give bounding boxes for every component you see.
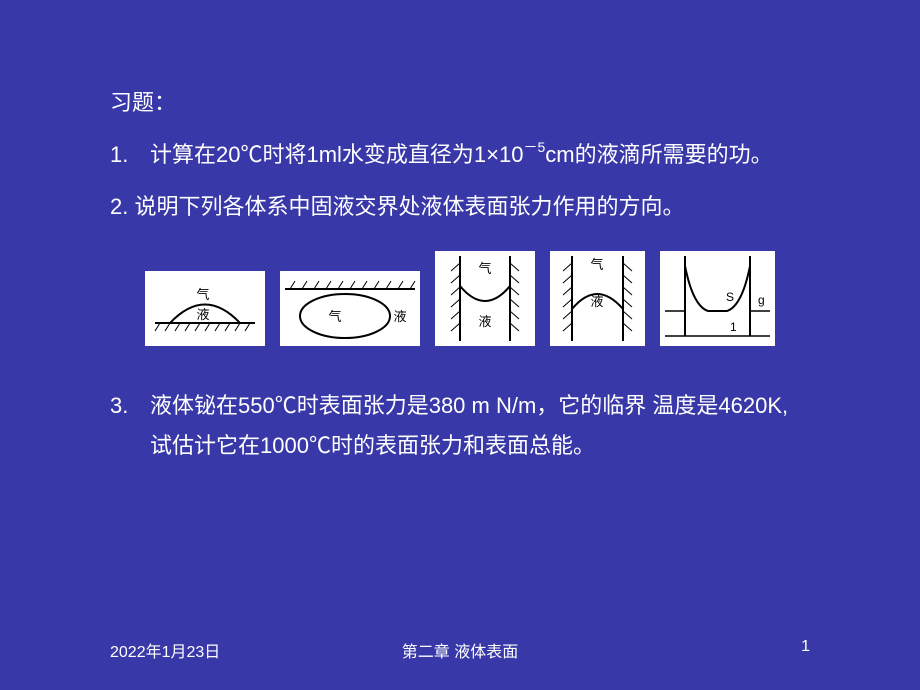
q1-text: 计算在20℃时将1ml水变成直径为1×10－5cm的液滴所需要的功。 [150,135,810,175]
diagram-row: 气 液 [110,251,810,346]
question-1: 1. 计算在20℃时将1ml水变成直径为1×10－5cm的液滴所需要的功。 [110,135,810,175]
d2-liquid-label: 液 [393,309,406,324]
d1-gas-label: 气 [196,287,209,302]
q1-number: 1. [110,135,150,175]
q1-text-a: 计算在20℃时将1ml水变成直径为1×10 [150,142,523,167]
question-2: 2. 说明下列各体系中固液交界处液体表面张力作用的方向。 [110,187,810,227]
d3-gas-label: 气 [478,261,491,276]
q2-text: 说明下列各体系中固液交界处液体表面张力作用的方向。 [134,194,684,219]
q3-number: 3. [110,386,150,465]
d1-liquid-label: 液 [196,307,209,322]
d5-one-label: 1 [730,320,737,334]
diagram-2: 气 液 [280,271,420,346]
footer: 2022年1月23日 第二章 液体表面 1 [0,638,920,662]
d4-liquid-label: 液 [590,294,603,309]
q2-number: 2. [110,194,128,219]
question-3: 3. 液体铋在550℃时表面张力是380 m N/m，它的临界 温度是4620K… [110,386,810,465]
diagram-5: S g 1 [660,251,775,346]
q3-text: 液体铋在550℃时表面张力是380 m N/m，它的临界 温度是4620K,试估… [150,386,810,465]
footer-date: 2022年1月23日 [110,638,220,662]
exercises-heading: 习题： [110,85,810,117]
footer-chapter: 第二章 液体表面 [402,638,518,662]
d5-g-label: g [758,293,765,307]
footer-page: 1 [801,638,810,662]
d3-liquid-label: 液 [478,314,491,329]
diagram-1: 气 液 [145,271,265,346]
q1-text-b: cm的液滴所需要的功。 [545,142,772,167]
diagram-3: 气 液 [435,251,535,346]
d5-s-label: S [726,290,734,304]
d4-gas-label: 气 [590,257,603,272]
d2-gas-label: 气 [328,309,341,324]
diagram-4: 气 液 [550,251,645,346]
q1-sup: －5 [523,139,545,155]
